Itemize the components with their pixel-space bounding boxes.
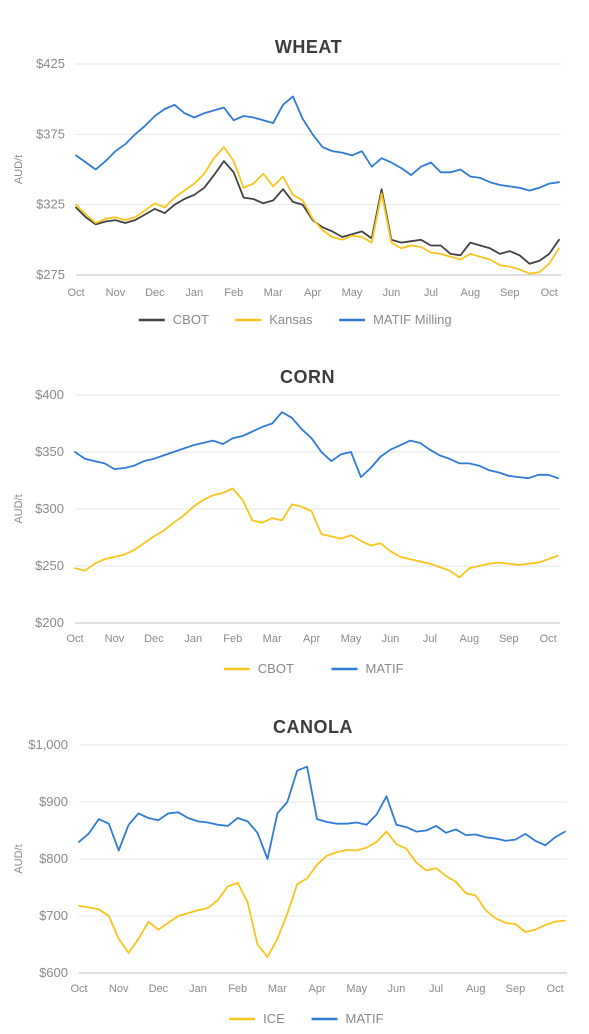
wheat-y-axis-label: AUD/t (13, 155, 25, 184)
canola-x-tick-label: Mar (268, 983, 287, 995)
canola-series-ice-line (79, 832, 565, 957)
canola-x-tick-label: Feb (228, 983, 247, 995)
wheat-x-tick-label: Dec (145, 287, 165, 299)
canola-series-matif-line (79, 767, 565, 859)
canola-y-tick-label: $600 (39, 965, 68, 980)
wheat-x-tick-label: Oct (541, 287, 558, 299)
canola-x-tick-label: Sep (506, 983, 526, 995)
canola-x-tick-label: Jun (388, 983, 406, 995)
wheat-x-tick-label: Sep (500, 287, 520, 299)
corn-x-tick-label: Nov (105, 633, 125, 645)
wheat-x-tick-label: Apr (304, 287, 321, 299)
canola-y-tick-label: $700 (39, 908, 68, 923)
canola-x-tick-label: Jul (429, 983, 443, 995)
corn-chart-title: CORN (280, 367, 335, 387)
corn-series-matif-line (75, 412, 558, 478)
wheat-x-tick-label: Jun (383, 287, 401, 299)
wheat-y-tick-label: $425 (36, 56, 65, 71)
corn-x-tick-label: May (341, 633, 362, 645)
canola-y-axis-label: AUD/t (13, 844, 25, 873)
canola-x-tick-label: Nov (109, 983, 129, 995)
corn-y-axis-label: AUD/t (13, 494, 25, 523)
wheat-x-tick-label: Aug (461, 287, 481, 299)
corn-y-tick-label: $250 (35, 558, 64, 573)
canola-chart-title: CANOLA (273, 717, 353, 737)
corn-series-cbot-line (75, 489, 558, 578)
wheat-legend-label: MATIF Milling (373, 312, 451, 327)
wheat-x-tick-label: Mar (264, 287, 283, 299)
wheat-x-tick-label: Nov (106, 287, 126, 299)
canola-y-tick-label: $800 (39, 851, 68, 866)
corn-x-tick-label: Jul (423, 633, 437, 645)
wheat-y-tick-label: $375 (36, 126, 65, 141)
wheat-series-kansas-line (76, 147, 559, 274)
wheat-series-matif-milling-line (76, 96, 559, 190)
canola-x-tick-label: Aug (466, 983, 486, 995)
corn-x-tick-label: Feb (223, 633, 242, 645)
corn-x-tick-label: Mar (263, 633, 282, 645)
canola-y-tick-label: $900 (39, 794, 68, 809)
canola-x-tick-label: Jan (189, 983, 207, 995)
corn-x-tick-label: Jun (382, 633, 400, 645)
wheat-x-tick-label: Jan (185, 287, 203, 299)
canola-x-tick-label: Dec (149, 983, 169, 995)
canola-x-tick-label: May (346, 983, 367, 995)
corn-x-tick-label: Oct (66, 633, 83, 645)
wheat-legend-label: CBOT (173, 312, 209, 327)
corn-y-tick-label: $300 (35, 501, 64, 516)
canola-x-tick-label: Apr (308, 983, 325, 995)
wheat-x-tick-label: Oct (67, 287, 84, 299)
corn-x-tick-label: Apr (303, 633, 320, 645)
wheat-x-tick-label: Jul (424, 287, 438, 299)
canola-x-tick-label: Oct (70, 983, 87, 995)
corn-y-tick-label: $200 (35, 615, 64, 630)
canola-y-tick-label: $1,000 (28, 737, 68, 752)
corn-y-tick-label: $400 (35, 387, 64, 402)
canola-x-tick-label: Oct (547, 983, 564, 995)
canola-legend-label: MATIF (346, 1011, 384, 1026)
wheat-x-tick-label: Feb (224, 287, 243, 299)
wheat-x-tick-label: May (342, 287, 363, 299)
corn-legend-label: MATIF (366, 661, 404, 676)
wheat-y-tick-label: $275 (36, 267, 65, 282)
corn-y-tick-label: $350 (35, 444, 64, 459)
corn-x-tick-label: Aug (460, 633, 480, 645)
canola-legend-label: ICE (263, 1011, 285, 1026)
canola-chart: CANOLA $600 $700 $800 $900 $1,000 AUD/t Oct Nov D… (13, 717, 567, 1026)
corn-x-tick-label: Sep (499, 633, 519, 645)
corn-x-tick-label: Dec (144, 633, 164, 645)
wheat-chart: WHEAT $275 $325 $375 $425 AUD/t Oct Nov Dec Jan Fe… (13, 37, 561, 327)
corn-chart: CORN $200 $250 $300 $350 $400 AUD/t Oct Nov Dec Ja… (13, 367, 560, 676)
wheat-series-cbot-line (76, 161, 559, 264)
wheat-chart-title: WHEAT (275, 37, 342, 57)
corn-x-tick-label: Oct (540, 633, 557, 645)
corn-legend-label: CBOT (258, 661, 294, 676)
wheat-legend-label: Kansas (269, 312, 313, 327)
wheat-y-tick-label: $325 (36, 197, 65, 212)
corn-x-tick-label: Jan (184, 633, 202, 645)
